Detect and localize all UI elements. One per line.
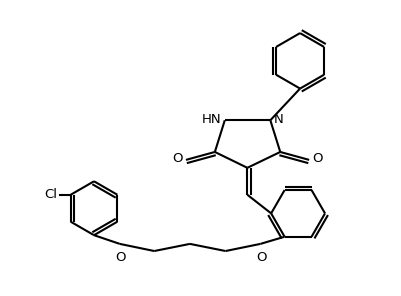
Text: O: O <box>311 152 322 165</box>
Text: N: N <box>273 112 283 126</box>
Text: O: O <box>172 152 183 165</box>
Text: Cl: Cl <box>45 188 57 201</box>
Text: O: O <box>255 251 266 264</box>
Text: O: O <box>115 251 126 264</box>
Text: HN: HN <box>201 112 221 126</box>
